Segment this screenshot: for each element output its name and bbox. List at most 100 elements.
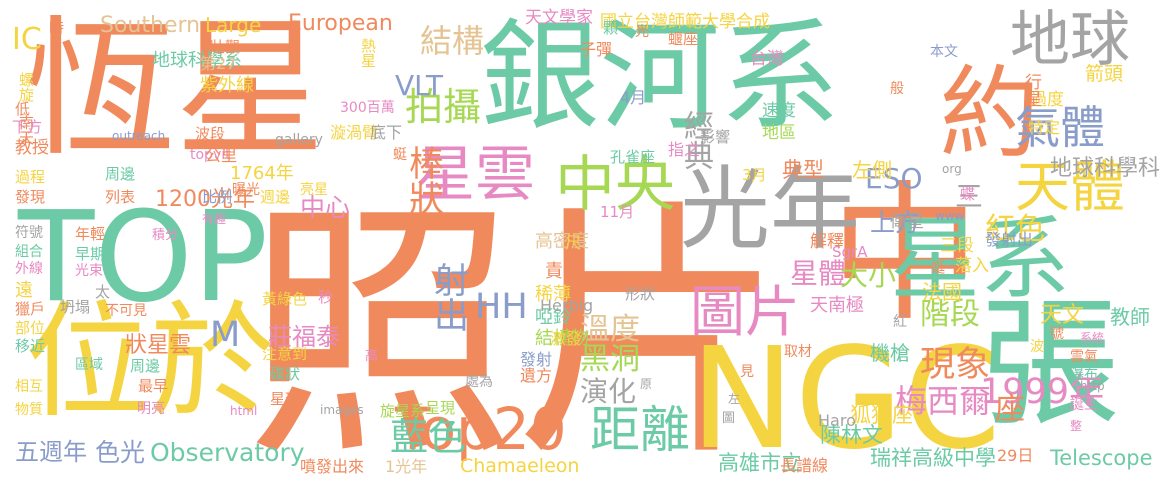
- cloud-word: 恆星: [25, 3, 326, 177]
- cloud-word: 狐狸座: [850, 403, 913, 427]
- cloud-word: 溫度: [580, 312, 640, 347]
- cloud-word: 星系: [890, 207, 1070, 312]
- cloud-word: 瀑布: [1070, 367, 1098, 383]
- cloud-word: 台灣: [750, 49, 784, 69]
- cloud-word: 符號: [15, 225, 43, 241]
- cloud-word: 中心: [300, 193, 351, 222]
- cloud-word: 紅: [893, 314, 907, 330]
- cloud-word: 地球科學科: [1050, 156, 1161, 181]
- cloud-word: 三段: [940, 236, 974, 256]
- cloud-word: 大小: [840, 259, 897, 292]
- cloud-word: 發現: [15, 188, 46, 206]
- cloud-word: 拍攝: [405, 85, 482, 129]
- cloud-word: SgrA: [832, 243, 868, 261]
- cloud-word: html: [230, 404, 258, 418]
- cloud-word: 氣體: [1015, 101, 1106, 154]
- cloud-word: 移近: [15, 337, 46, 355]
- cloud-word: 3月: [742, 166, 767, 184]
- cloud-word: 不可見: [105, 303, 147, 319]
- cloud-word: TOP: [18, 185, 269, 330]
- cloud-word: 尺: [565, 233, 582, 252]
- cloud-word: 五週年: [15, 438, 87, 466]
- cloud-word: 過程: [15, 168, 46, 186]
- cloud-word: VLT: [395, 69, 444, 102]
- cloud-word: 高雄市立: [718, 451, 802, 475]
- cloud-word: 本文: [930, 44, 958, 60]
- cloud-word: 整: [1070, 419, 1083, 433]
- cloud-word: 遺方: [520, 366, 553, 385]
- cloud-word: 號: [1050, 326, 1064, 342]
- cloud-word: 左側: [852, 158, 892, 182]
- cloud-word: 速度: [762, 101, 796, 121]
- cloud-word: 黃綠色: [262, 290, 308, 308]
- cloud-word: 1光年: [385, 457, 428, 476]
- cloud-word: 熱星: [359, 38, 377, 68]
- cloud-word: 高密度: [535, 231, 589, 252]
- cloud-word: 星雲: [415, 140, 535, 210]
- cloud-word: 蝶: [960, 185, 976, 203]
- cloud-word: 照片: [245, 177, 785, 482]
- cloud-word: European: [288, 11, 393, 36]
- cloud-word: Haro: [818, 411, 856, 430]
- cloud-word: M: [210, 315, 241, 355]
- cloud-word: 瑞祥高級中學: [870, 446, 996, 470]
- cloud-word: 相互: [15, 379, 43, 395]
- cloud-word: www: [935, 209, 965, 223]
- cloud-word: 光年: [680, 157, 860, 262]
- cloud-word: 機槍: [870, 341, 910, 365]
- cloud-word: HH: [475, 287, 528, 327]
- cloud-word: 座: [995, 392, 1025, 427]
- cloud-word: IC: [12, 22, 42, 57]
- cloud-word: 曝光: [232, 182, 260, 198]
- cloud-word: 天體: [1015, 155, 1126, 219]
- cloud-word: 發射: [520, 350, 553, 369]
- cloud-word: 色光: [95, 438, 146, 467]
- cloud-word: Southern: [100, 13, 201, 38]
- cloud-word: 黑洞: [580, 342, 640, 377]
- cloud-word: 列表: [105, 188, 136, 206]
- cloud-word: 系統: [1080, 331, 1105, 345]
- cloud-word: 圖: [722, 411, 736, 426]
- cloud-word: 張: [980, 283, 1121, 446]
- cloud-word: 太: [95, 283, 111, 301]
- cloud-word: 紫外線: [200, 75, 254, 96]
- cloud-word: outreach: [112, 129, 166, 143]
- cloud-word: 4月: [620, 88, 647, 107]
- cloud-word: 莊福泰: [268, 323, 340, 351]
- cloud-word: 11月: [600, 203, 635, 221]
- cloud-word: images: [320, 403, 364, 417]
- cloud-word: 藍色: [390, 415, 467, 459]
- cloud-word: 衛星: [890, 212, 924, 232]
- cloud-word: 29日: [997, 446, 1034, 465]
- cloud-word: 天文學家: [525, 8, 593, 28]
- cloud-word: 孔雀座: [610, 148, 656, 166]
- cloud-word: 紅色: [985, 212, 1045, 247]
- cloud-word: 300百萬: [340, 100, 395, 116]
- cloud-word: 約: [922, 60, 1039, 160]
- cloud-word: 公里: [205, 146, 238, 165]
- cloud-word: 注意到: [262, 345, 308, 363]
- cloud-word: 啞鈴: [535, 307, 571, 328]
- cloud-word: http: [1080, 379, 1105, 393]
- cloud-word: 階段: [920, 297, 980, 332]
- cloud-word: 比例: [202, 188, 233, 206]
- cloud-word: 中央: [555, 150, 675, 220]
- cloud-word: 激發: [550, 329, 583, 348]
- cloud-word: 取材: [784, 344, 812, 360]
- cloud-word: 般: [890, 81, 904, 97]
- cloud-word: 最早: [138, 377, 169, 395]
- cloud-word: org: [942, 162, 962, 176]
- cloud-word: 棒狀: [403, 145, 443, 215]
- cloud-word: 呈現: [425, 399, 456, 417]
- cloud-word: 亮星: [300, 182, 328, 198]
- cloud-word: 1999年: [980, 372, 1105, 412]
- cloud-word: 顆: [601, 20, 619, 35]
- cloud-word: 結構物: [535, 328, 589, 349]
- cloud-word: 螺旋: [17, 72, 35, 102]
- cloud-word: 誕生: [1070, 397, 1098, 413]
- cloud-word: 法國: [922, 280, 962, 304]
- cloud-word: 處為: [465, 374, 493, 390]
- cloud-word: 特定: [1028, 118, 1061, 137]
- cloud-word: 發射出: [985, 230, 1034, 249]
